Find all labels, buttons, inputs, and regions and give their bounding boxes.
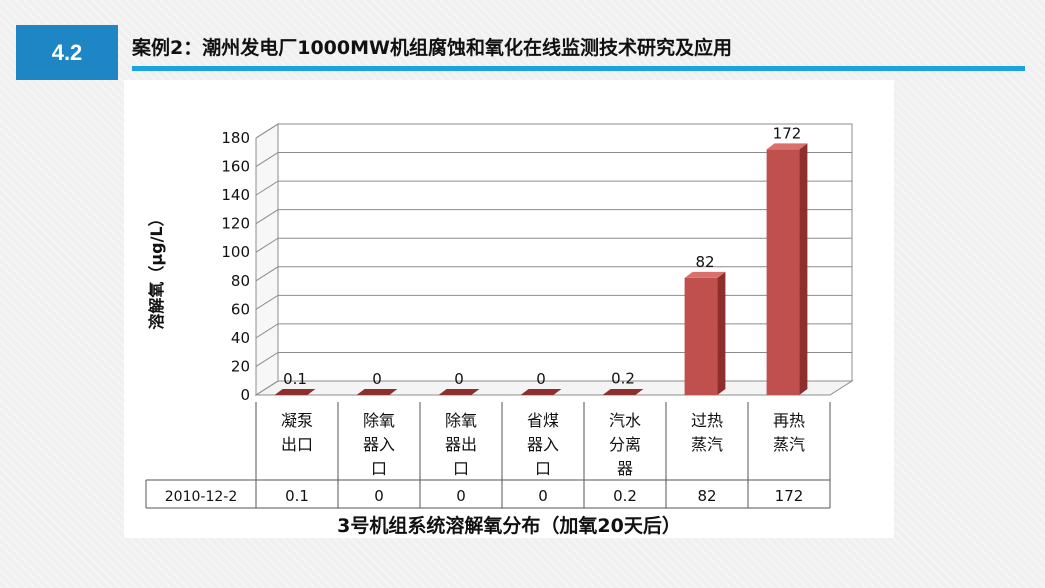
bar-flat <box>520 389 562 395</box>
bars-layer <box>274 143 808 395</box>
y-gridline <box>255 294 852 310</box>
y-gridline <box>255 209 852 225</box>
y-gridline <box>255 351 852 367</box>
category-label: 省煤 <box>527 411 559 430</box>
category-label: 分离 <box>609 435 641 454</box>
data-label: 0.2 <box>611 370 635 388</box>
category-label: 蒸汽 <box>773 435 805 454</box>
chart-panel: 0 20 40 60 80 100 120 140 160 180 0.1 0 0 0 0.2 82 172 凝… <box>124 80 894 538</box>
category-label: 过热 <box>691 411 723 430</box>
y-tick-label: 140 <box>221 186 250 204</box>
y-gridline <box>255 152 852 167</box>
table-value: 0 <box>456 487 466 505</box>
category-label: 除氧 <box>445 411 477 430</box>
labels-layer: 0 20 40 60 80 100 120 140 160 180 0.1 0 0 0 0.2 82 172 <box>221 124 801 404</box>
data-label: 0 <box>372 370 382 388</box>
y-tick-label: 60 <box>231 300 250 318</box>
y-tick-label: 100 <box>221 243 250 261</box>
bar-flat <box>602 389 644 395</box>
y-gridline <box>255 266 852 282</box>
category-label: 口 <box>371 459 387 478</box>
category-label: 再热 <box>773 411 805 430</box>
category-label: 除氧 <box>363 411 395 430</box>
y-tick-label: 160 <box>221 158 250 176</box>
bar-top <box>766 143 808 150</box>
bar-front <box>684 277 718 395</box>
data-label: 0 <box>536 370 546 388</box>
slide-title: 案例2：潮州发电厂1000MW机组腐蚀和氧化在线监测技术研究及应用 <box>132 37 732 59</box>
bar-flat <box>274 389 316 395</box>
bar-top <box>684 271 726 278</box>
y-gridline <box>255 123 852 139</box>
y-gridline <box>255 380 852 396</box>
category-label: 口 <box>453 459 469 478</box>
category-label: 器出 <box>445 435 477 454</box>
y-tick-label: 20 <box>231 357 250 375</box>
category-label: 出口 <box>281 435 313 454</box>
table-value: 82 <box>697 487 716 505</box>
title-rule <box>132 66 1025 71</box>
bar-front <box>766 149 800 395</box>
table-value: 0 <box>374 487 384 505</box>
bar-side <box>799 143 808 395</box>
category-label: 汽水 <box>609 411 641 430</box>
y-axis-label: 溶解氧（μg/L） <box>147 210 166 329</box>
table-value: 172 <box>775 487 804 505</box>
dissolved-oxygen-bar-chart: 0 20 40 60 80 100 120 140 160 180 0.1 0 0 0 0.2 82 172 凝… <box>145 123 854 537</box>
category-label: 器入 <box>363 435 395 454</box>
y-gridline <box>255 180 852 196</box>
bar-flat <box>356 389 398 395</box>
y-tick-label: 40 <box>231 329 250 347</box>
category-label: 器入 <box>527 435 559 454</box>
y-gridline <box>255 237 852 253</box>
data-label: 172 <box>773 124 802 142</box>
table-value: 0 <box>538 487 548 505</box>
plot-back-wall <box>277 123 853 382</box>
y-tick-label: 120 <box>221 215 250 233</box>
data-label: 0.1 <box>283 370 307 388</box>
category-label: 蒸汽 <box>691 435 723 454</box>
bar-side <box>717 271 726 395</box>
bar-flat <box>438 389 480 395</box>
chart-title: 3号机组系统溶解氧分布（加氧20天后） <box>337 514 681 537</box>
data-label: 82 <box>695 253 714 271</box>
series-name: 2010-12-2 <box>165 489 237 505</box>
data-label: 0 <box>454 370 464 388</box>
y-tick-label: 80 <box>231 272 250 290</box>
y-tick-label: 0 <box>240 386 250 404</box>
category-label: 凝泵 <box>281 411 313 430</box>
table-value: 0.2 <box>613 487 637 505</box>
category-label: 口 <box>535 459 551 478</box>
y-tick-label: 180 <box>221 129 250 147</box>
grid-layer <box>254 123 854 396</box>
table-value: 0.1 <box>285 487 309 505</box>
y-gridline <box>255 323 852 339</box>
section-number-badge: 4.2 <box>16 25 118 80</box>
category-label: 器 <box>617 459 633 478</box>
